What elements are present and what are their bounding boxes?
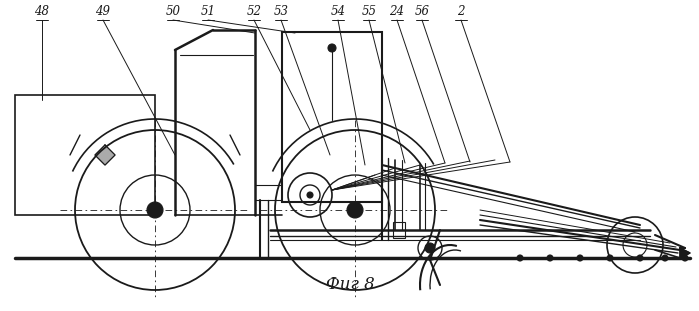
Text: 50: 50 [166,5,180,18]
Circle shape [347,202,363,218]
Text: 24: 24 [389,5,405,18]
Circle shape [577,255,583,261]
Circle shape [147,202,163,218]
Text: 49: 49 [96,5,110,18]
Text: 51: 51 [201,5,215,18]
Text: Фиг 8: Фиг 8 [326,276,375,293]
Circle shape [662,255,668,261]
Text: 55: 55 [361,5,377,18]
Circle shape [547,255,553,261]
Text: 54: 54 [331,5,345,18]
Text: 48: 48 [34,5,50,18]
Circle shape [637,255,643,261]
Circle shape [328,44,336,52]
Circle shape [425,243,435,253]
Circle shape [607,255,613,261]
Text: 53: 53 [273,5,289,18]
Text: 52: 52 [247,5,261,18]
Circle shape [682,255,688,261]
Bar [393,222,405,238]
Text: 2: 2 [457,5,465,18]
Bar [15,95,155,215]
Circle shape [307,192,313,198]
Bar [282,32,382,202]
Polygon shape [680,248,690,258]
Text: 56: 56 [415,5,429,18]
Polygon shape [95,145,115,165]
Circle shape [517,255,523,261]
